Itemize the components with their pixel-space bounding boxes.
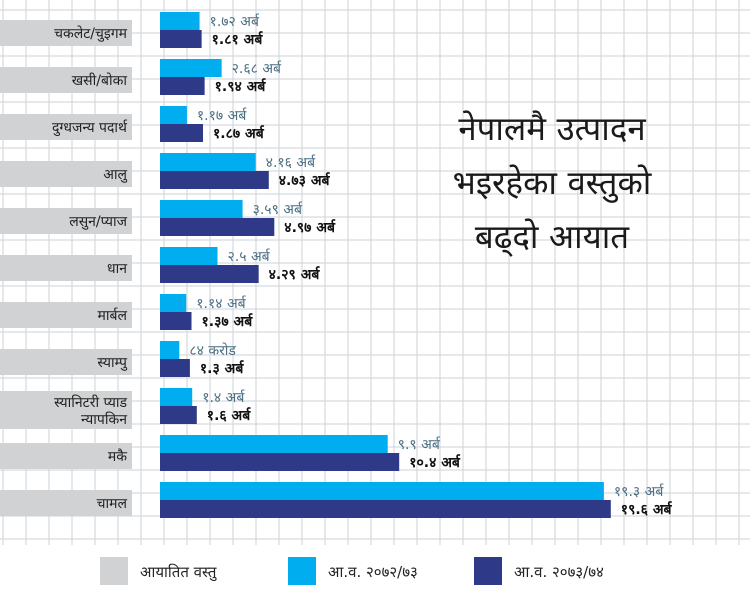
category-label-box [0,67,132,93]
category-label-box [0,161,132,187]
category-label-box [0,302,132,328]
legend-swatch [288,557,316,585]
bar-series-1 [160,294,187,312]
value-label: २.५ अर्ब [228,248,271,265]
bar-series-1 [160,200,243,218]
legend: आयातित वस्तु आ.व. २०७२/७३ आ.व. २०७३/७४ [100,557,604,585]
value-label: ४.१६ अर्ब [266,154,316,171]
bar-series-2 [160,265,259,283]
category-label: लसुन/प्याज [69,214,127,230]
value-label: १.८७ अर्ब [213,125,265,142]
legend-label: आयातित वस्तु [140,563,217,582]
value-label: १.१४ अर्ब [196,295,246,312]
category-label-box [0,490,132,516]
value-label: २.६८ अर्ब [232,60,282,77]
category-label: स्याम्पु [97,355,128,371]
bar-series-1 [160,482,604,500]
chart-title-line: नेपालमै उत्पादन [458,109,646,148]
legend-swatch [100,557,128,585]
category-label-box [0,20,132,46]
value-label: ४.२९ अर्ब [269,266,321,283]
bar-series-2 [160,312,192,330]
bar-series-1 [160,435,388,453]
value-labels: १.७२ अर्ब१.८१ अर्ब २.६८ अर्ब१.९४ अर्ब १.१७… [189,13,672,518]
category-label-box [0,208,132,234]
value-label: १.८१ अर्ब [212,31,264,48]
category-label: दुग्धजन्य पदार्थ [52,119,128,137]
bar-series-1 [160,106,187,124]
category-label: चामल [97,496,128,512]
bar-series-2 [160,171,269,189]
chart-title-line: बढ्दो आयात [475,217,630,257]
value-label: १०.४ अर्ब [409,454,461,471]
bar-series-2 [160,406,197,424]
bar-series-1 [160,59,222,77]
value-label: १९.३ अर्ब [614,483,664,500]
category-label: मार्बल [98,307,128,324]
chart-title-line: भइरहेका वस्तुको [453,163,653,203]
legend-swatch [474,557,502,585]
value-label: १.७२ अर्ब [210,13,260,30]
value-label: १.३७ अर्ब [202,313,254,330]
category-label-box [0,391,132,429]
bar-series-2 [160,30,202,48]
chart-title: नेपालमै उत्पादन भइरहेका वस्तुको बढ्दो आयात [453,109,653,257]
category-label-box [0,255,132,281]
value-label: १.९४ अर्ब [215,78,267,95]
bar-series-2 [160,124,204,142]
bar-series-1 [160,12,200,30]
category-label: खसी/बोका [72,72,128,89]
category-label: धान [107,261,127,277]
value-label: ४.७३ अर्ब [279,172,331,189]
value-label: ३.५९ अर्ब [253,201,303,218]
bar-series-1 [160,153,256,171]
category-labels: चकलेट/चुइगम खसी/बोका दुग्धजन्य पदार्थ आलु लस… [0,20,132,516]
category-label: आलु [103,167,128,183]
bar-series-2 [160,453,400,471]
value-label: ९.९ अर्ब [398,436,441,453]
bar-series-2 [160,218,275,236]
category-label-box [0,349,132,375]
bar-series-2 [160,359,190,377]
category-label: स्यानिटरी प्याड [54,394,127,411]
bar-series-1 [160,388,193,406]
bars [160,12,611,518]
bar-series-1 [160,247,218,265]
value-label: १.४ अर्ब [202,389,245,406]
legend-label: आ.व. २०७२/७३ [328,563,418,581]
value-label: १९.६ अर्ब [621,501,673,518]
bar-series-2 [160,500,611,518]
value-label: १.३ अर्ब [200,360,244,377]
bar-series-2 [160,77,205,95]
value-label: ८४ करोड [189,342,236,359]
bar-series-1 [160,341,180,359]
category-label-box [0,443,132,469]
value-label: १.६ अर्ब [207,407,251,424]
value-label: १.१७ अर्ब [197,107,247,124]
category-label: न्यापकिन [81,411,127,428]
category-label: मकै [108,448,127,465]
legend-label: आ.व. २०७३/७४ [514,563,604,581]
value-label: ४.९७ अर्ब [284,219,336,236]
category-label: चकलेट/चुइगम [54,25,128,42]
category-label-box [0,114,132,140]
